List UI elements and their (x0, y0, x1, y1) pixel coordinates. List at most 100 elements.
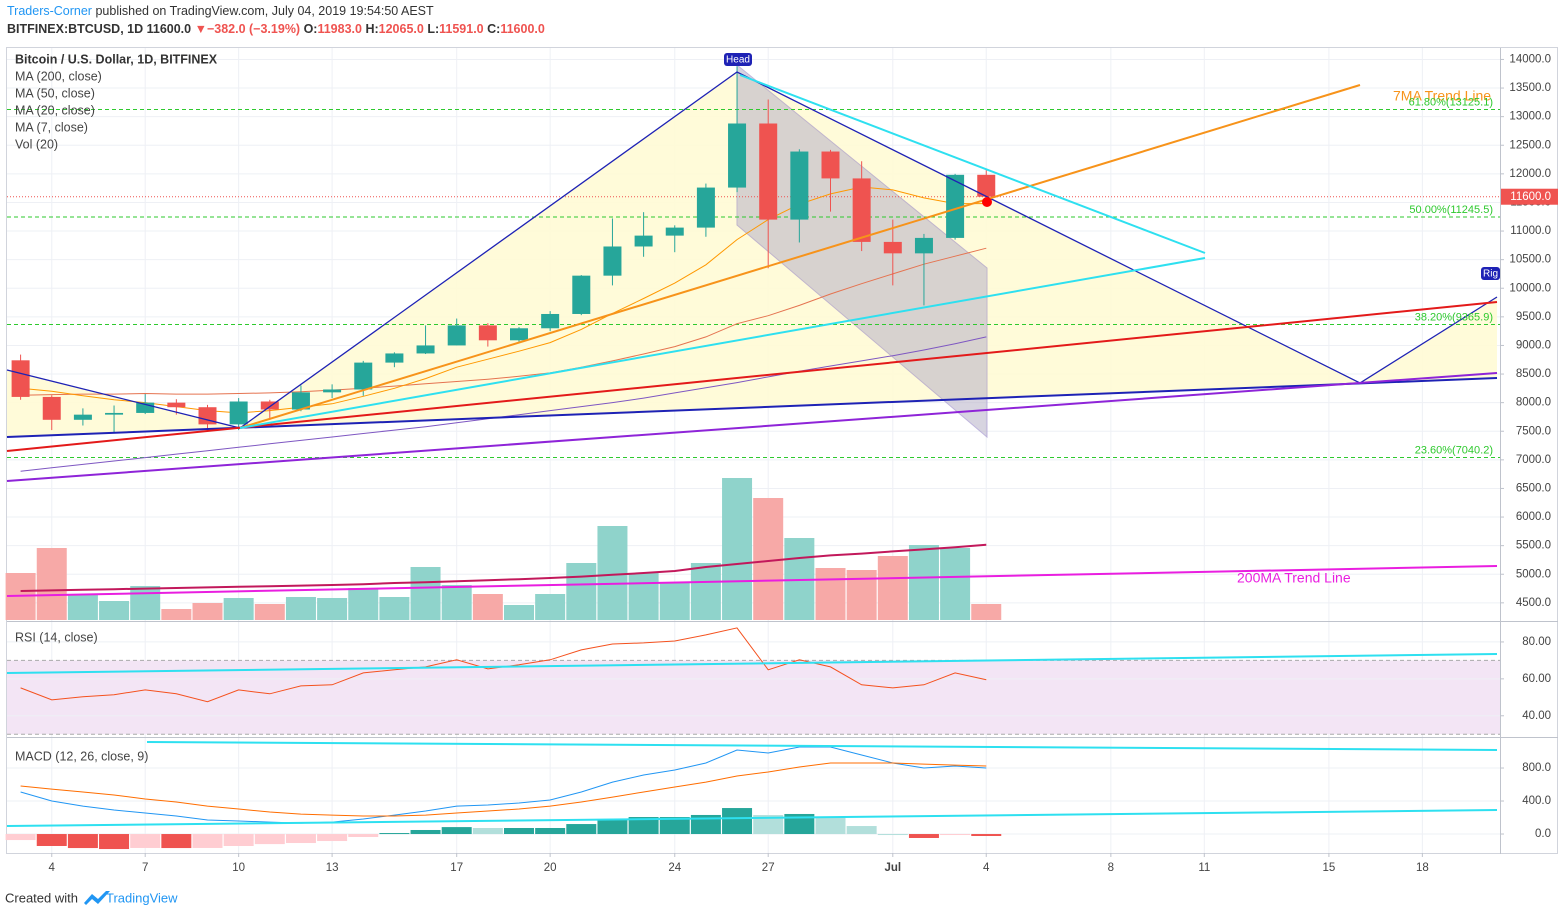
candle-body (229, 401, 248, 425)
volume-ma (20, 543, 987, 592)
volume-bar (659, 583, 690, 620)
y-tick-label: 80.00 (1522, 636, 1551, 648)
y-tick-label: 14000.0 (1509, 53, 1551, 65)
volume-bar (410, 567, 441, 620)
histogram-bar (971, 834, 1002, 837)
pattern-line (6, 71, 1498, 429)
histogram-bar (784, 813, 815, 835)
ohlc-value: 11591.0 (439, 22, 484, 36)
candle-body (977, 174, 996, 197)
y-tick-label: 6000.0 (1516, 511, 1551, 523)
y-tick-label: 10500.0 (1509, 254, 1551, 266)
volume-bar (908, 545, 939, 620)
trend-line (6, 565, 1498, 597)
y-tick-label: 4500.0 (1516, 597, 1551, 609)
change: −382.0 (−3.19%) (207, 22, 300, 36)
volume-bar (815, 568, 846, 620)
volume-bar (690, 563, 721, 620)
y-tick-label: 400.0 (1522, 795, 1551, 807)
legend-entry: MA (20, close) (15, 103, 95, 117)
candle-body (914, 237, 933, 254)
y-tick-label: 0.0 (1535, 828, 1551, 840)
volume-bar (504, 605, 534, 620)
volume-bar (317, 598, 348, 620)
ohlc-key: H: (365, 22, 378, 36)
y-tick-label: 7500.0 (1516, 425, 1551, 437)
y-tick-label: 40.00 (1522, 710, 1551, 722)
ohlc-key: L: (427, 22, 439, 36)
volume-bar (940, 548, 971, 620)
volume-bar (566, 563, 597, 620)
x-tick-label: 11 (1198, 862, 1210, 874)
ohlc-key: C: (487, 22, 500, 36)
histogram-bar (285, 834, 316, 844)
candle-body (416, 345, 435, 354)
legend-entry: MACD (12, 26, close, 9) (15, 749, 148, 763)
candle-body (11, 360, 30, 397)
plot (5, 66, 1500, 850)
y-tick-label: 10000.0 (1509, 282, 1551, 294)
x-tick-label: 17 (450, 862, 463, 874)
volume-bar (472, 594, 503, 620)
volume-bar (130, 586, 161, 620)
author[interactable]: Traders-Corner (7, 4, 92, 18)
trend-line (146, 741, 1498, 751)
x-tick-label: 18 (1416, 862, 1429, 874)
histogram-bar (628, 817, 659, 835)
candle-body (852, 178, 871, 242)
candle-body (385, 353, 404, 363)
footer-brand[interactable]: TradingView (106, 890, 178, 905)
candle-body (728, 123, 747, 188)
y-tick-label: 800.0 (1522, 762, 1551, 774)
x-tick-label: 24 (668, 862, 681, 874)
histogram-bar (99, 834, 130, 850)
histogram-bar (348, 834, 379, 837)
histogram-bar (472, 828, 503, 835)
candle-body (291, 392, 310, 410)
candle-body (759, 123, 778, 220)
candle-body (198, 407, 217, 425)
candle-body (541, 313, 560, 329)
trend-label: 200MA Trend Line (1237, 570, 1351, 586)
trend-line (6, 653, 1498, 674)
frame (6, 47, 1558, 854)
candle-body (634, 235, 653, 247)
histogram-bar (379, 833, 410, 835)
histogram-bar (410, 829, 441, 835)
y-tick-label: 5000.0 (1516, 568, 1551, 580)
ma-line (20, 186, 987, 414)
candle-body (883, 241, 902, 254)
volume-bar (161, 609, 192, 620)
histogram-bar (535, 828, 566, 835)
trend-line (239, 257, 1206, 429)
x-tick-label: 7 (142, 862, 148, 874)
volume-bar (846, 570, 877, 620)
candle-body (790, 151, 809, 220)
pattern-fill (7, 72, 1497, 437)
x-tick-label: 15 (1323, 862, 1336, 874)
x-tick-label: 8 (1108, 862, 1114, 874)
price-label-box (1501, 188, 1558, 205)
candle-body (696, 187, 715, 228)
header-line: Traders-Corner published on TradingView.… (7, 4, 434, 18)
y-tick-label: 12000.0 (1509, 168, 1551, 180)
y-tick-label: 8000.0 (1516, 397, 1551, 409)
trend-line (739, 74, 1206, 254)
y-tick-label: 12500.0 (1509, 139, 1551, 151)
volume-bar (722, 478, 753, 620)
legend-entry: MA (200, close) (15, 69, 102, 83)
level-label: 61.80%(13125.1) (1409, 96, 1493, 108)
level-label: 50.00%(11245.5) (1409, 204, 1493, 216)
y-tick-label: 13000.0 (1509, 111, 1551, 123)
ohlc-value: 11600.0 (500, 22, 545, 36)
x-tick-label: 20 (544, 862, 557, 874)
candle-body (42, 396, 61, 420)
level-label: 23.60%(7040.2) (1415, 444, 1493, 456)
candle-body (323, 389, 342, 393)
volume-bar (99, 601, 130, 620)
histogram-bar (441, 827, 472, 835)
volume-bar (254, 604, 285, 620)
x-tick-label: 27 (762, 862, 775, 874)
candle-body (665, 227, 684, 236)
y-tick-label: 9500.0 (1516, 311, 1551, 323)
